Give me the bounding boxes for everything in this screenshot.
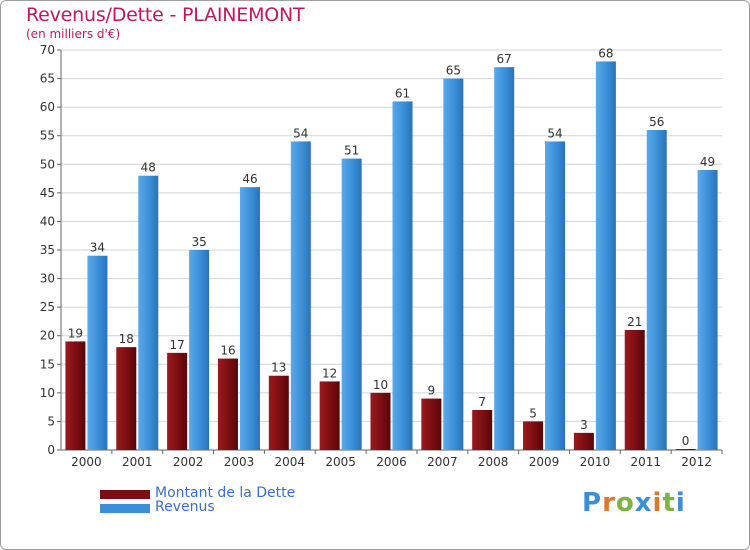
data-label-dette-2004: 13 — [271, 361, 286, 375]
logo-letter: P — [582, 488, 603, 518]
bars — [65, 61, 718, 451]
data-label-revenus-2011: 56 — [649, 115, 664, 129]
logo-letter: i — [675, 488, 686, 518]
bar-revenus-2009 — [545, 141, 566, 450]
y-tick-label: 60 — [40, 100, 55, 114]
data-label-revenus-2005: 51 — [344, 144, 359, 158]
data-label-dette-2012: 0 — [682, 434, 690, 448]
bar-dette-2009 — [523, 421, 544, 450]
data-label-revenus-2009: 54 — [547, 126, 562, 140]
data-label-dette-2008: 7 — [478, 395, 486, 409]
data-label-dette-2010: 3 — [580, 418, 588, 432]
x-tick-label: 2006 — [376, 455, 407, 469]
legend-label-revenus: Revenus — [155, 499, 215, 515]
data-label-dette-2002: 17 — [169, 338, 184, 352]
data-label-dette-2001: 18 — [119, 332, 134, 346]
x-tick-label: 2010 — [580, 455, 611, 469]
bar-revenus-2010 — [595, 61, 616, 451]
grid-lines — [61, 49, 722, 451]
x-tick-label: 2000 — [71, 455, 102, 469]
data-label-dette-2000: 19 — [68, 326, 83, 340]
logo-letter: i — [652, 488, 663, 518]
data-label-revenus-2010: 68 — [598, 46, 613, 60]
chart-title: Revenus/Dette - PLAINEMONT — [26, 4, 305, 26]
bar-revenus-2008 — [494, 67, 515, 451]
data-label-revenus-2003: 46 — [242, 172, 257, 186]
x-tick-label: 2009 — [529, 455, 560, 469]
y-tick-label: 5 — [47, 414, 55, 428]
legend-label-dette: Montant de la Dette — [155, 485, 296, 501]
legend-swatch-revenus — [100, 504, 150, 513]
data-label-revenus-2004: 54 — [293, 126, 308, 140]
bar-revenus-2006 — [392, 101, 413, 450]
bar-dette-2001 — [116, 347, 137, 450]
bar-dette-2011 — [624, 330, 645, 450]
legend-swatch-dette — [100, 490, 150, 499]
y-tick-label: 45 — [40, 186, 55, 200]
bar-dette-2005 — [319, 381, 340, 450]
bar-revenus-2000 — [87, 255, 108, 450]
data-label-dette-2007: 9 — [428, 384, 436, 398]
y-tick-label: 70 — [40, 43, 55, 57]
logo-letter: r — [602, 488, 616, 518]
data-label-dette-2005: 12 — [322, 366, 337, 380]
y-tick-label: 30 — [40, 272, 55, 286]
bar-revenus-2001 — [138, 175, 159, 450]
bar-dette-2000 — [65, 341, 86, 450]
chart-subtitle: (en milliers d'€) — [26, 27, 121, 41]
bar-revenus-2004 — [290, 141, 311, 450]
proxiti-logo: Proxiti — [582, 488, 686, 518]
bar-dette-2006 — [370, 392, 391, 450]
data-label-dette-2003: 16 — [220, 344, 235, 358]
data-label-revenus-2012: 49 — [700, 155, 715, 169]
y-tick-label: 0 — [47, 443, 55, 457]
bar-dette-2012 — [675, 449, 696, 450]
bar-dette-2003 — [217, 358, 238, 450]
data-label-dette-2009: 5 — [529, 406, 537, 420]
x-tick-label: 2005 — [325, 455, 356, 469]
bar-dette-2004 — [268, 375, 289, 450]
logo-letter: o — [615, 488, 635, 518]
x-tick-label: 2008 — [478, 455, 509, 469]
data-label-dette-2011: 21 — [627, 315, 642, 329]
x-tick-label: 2011 — [630, 455, 661, 469]
y-tick-label: 20 — [40, 329, 55, 343]
bar-revenus-2011 — [646, 130, 667, 450]
data-label-revenus-2002: 35 — [191, 235, 206, 249]
data-label-revenus-2000: 34 — [90, 241, 105, 255]
x-tick-label: 2012 — [681, 455, 712, 469]
data-label-dette-2006: 10 — [373, 378, 388, 392]
bar-revenus-2007 — [443, 78, 464, 451]
y-tick-label: 55 — [40, 129, 55, 143]
bar-dette-2002 — [167, 352, 188, 450]
y-tick-label: 50 — [40, 157, 55, 171]
bar-dette-2007 — [421, 398, 442, 450]
bar-revenus-2005 — [341, 158, 362, 451]
y-tick-label: 65 — [40, 72, 55, 86]
data-label-revenus-2007: 65 — [446, 64, 461, 78]
y-tick-label: 15 — [40, 357, 55, 371]
data-label-revenus-2008: 67 — [497, 52, 512, 66]
logo-letter: x — [634, 488, 653, 518]
bar-revenus-2002 — [189, 250, 210, 450]
bar-revenus-2012 — [697, 170, 718, 450]
y-tick-label: 10 — [40, 386, 55, 400]
bar-revenus-2003 — [239, 187, 260, 450]
bar-dette-2008 — [472, 410, 493, 450]
x-tick-label: 2007 — [427, 455, 458, 469]
y-tick-label: 35 — [40, 243, 55, 257]
logo-letter: t — [662, 488, 676, 518]
bar-dette-2010 — [573, 432, 594, 450]
data-labels: 19 34 18 48 17 35 16 46 13 54 12 51 10 61 9 65 7 67 5 54 3 68… — [68, 46, 715, 448]
x-tick-label: 2001 — [122, 455, 153, 469]
data-label-revenus-2006: 61 — [395, 86, 410, 100]
x-tick-label: 2003 — [224, 455, 255, 469]
x-tick-label: 2004 — [275, 455, 306, 469]
data-label-revenus-2001: 48 — [141, 161, 156, 175]
y-tick-label: 40 — [40, 214, 55, 228]
y-tick-label: 25 — [40, 300, 55, 314]
x-tick-label: 2002 — [173, 455, 204, 469]
